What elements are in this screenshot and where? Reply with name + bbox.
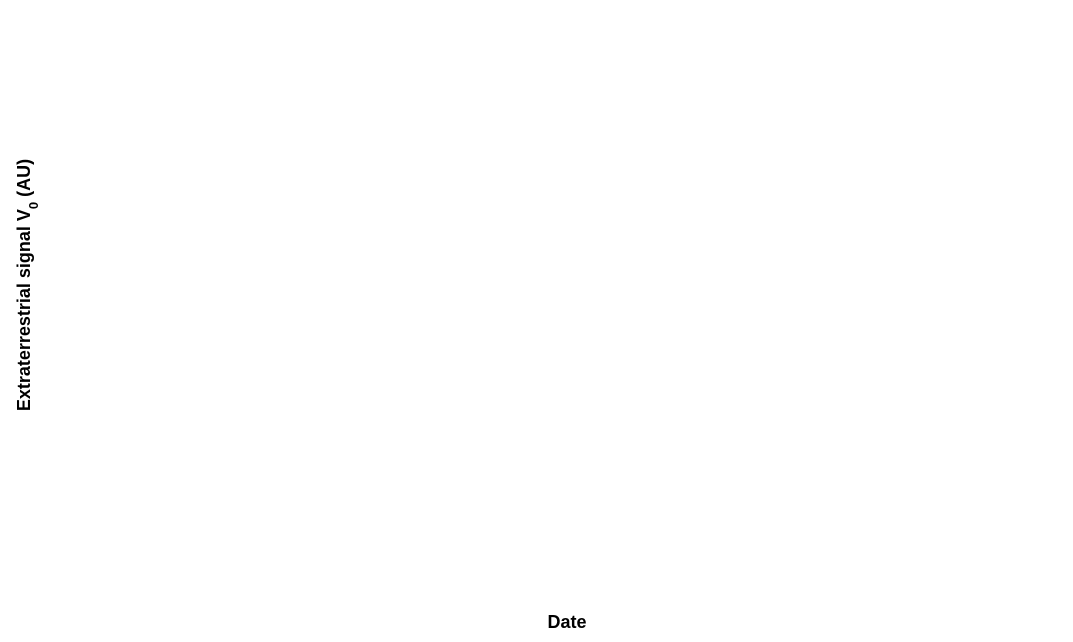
- y-axis-title-suffix: (AU): [14, 159, 34, 202]
- y-axis-title-text: Extraterrestrial signal V: [14, 209, 34, 411]
- y-axis-title-subscript: 0: [26, 202, 41, 209]
- y-axis-title: Extraterrestrial signal V0 (AU): [14, 159, 41, 411]
- x-axis-title: Date: [547, 612, 586, 632]
